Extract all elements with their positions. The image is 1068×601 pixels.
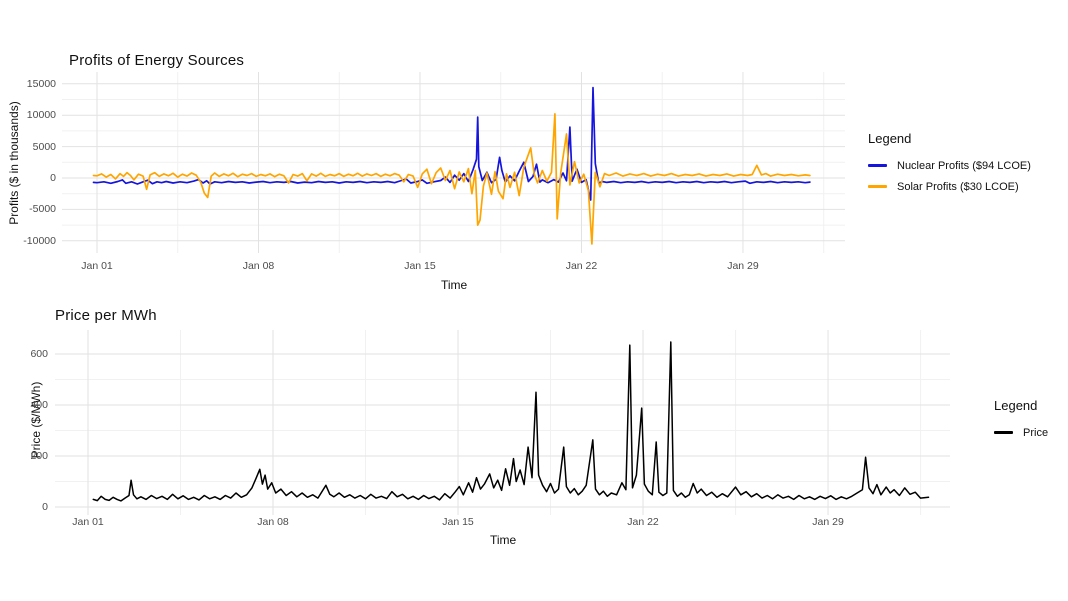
legend-item-solar-profits-30-lcoe: Solar Profits ($30 LCOE) bbox=[868, 176, 1031, 197]
price-x-axis-label: Time bbox=[490, 533, 517, 547]
legend-item-label: Nuclear Profits ($94 LCOE) bbox=[897, 159, 1031, 172]
x-tick-label: Jan 22 bbox=[627, 516, 659, 528]
y-tick-label: -10000 bbox=[23, 234, 56, 247]
legend-item-price: Price bbox=[994, 422, 1048, 443]
legend-swatch-price bbox=[994, 431, 1013, 434]
profits-chart-title: Profits of Energy Sources bbox=[69, 52, 245, 69]
legend-item-nuclear-profits-94-lcoe: Nuclear Profits ($94 LCOE) bbox=[868, 155, 1031, 176]
x-tick-label: Jan 29 bbox=[812, 516, 844, 528]
y-tick-label: 15000 bbox=[26, 77, 56, 90]
price-legend-title: Legend bbox=[994, 398, 1038, 413]
profits-legend: Legend Nuclear Profits ($94 LCOE) Solar P… bbox=[868, 131, 1031, 197]
legend-item-label: Price bbox=[1023, 426, 1049, 439]
y-tick-label: 10000 bbox=[26, 109, 56, 122]
y-tick-label: 200 bbox=[30, 450, 48, 462]
profits-legend-title: Legend bbox=[868, 131, 912, 146]
x-tick-label: Jan 29 bbox=[727, 260, 759, 272]
price-legend: Legend Price bbox=[994, 398, 1048, 443]
y-tick-label: -5000 bbox=[29, 203, 56, 216]
x-tick-label: Jan 01 bbox=[81, 260, 113, 272]
price-chart-title: Price per MWh bbox=[55, 307, 157, 324]
legend-swatch-nuclear-profits-94-lcoe bbox=[868, 164, 887, 167]
series-line-nuclear-profits-94-lcoe bbox=[92, 86, 811, 201]
x-tick-label: Jan 01 bbox=[72, 516, 104, 528]
legend-swatch-solar-profits-30-lcoe bbox=[868, 185, 887, 188]
y-tick-label: 400 bbox=[30, 399, 48, 411]
x-tick-label: Jan 15 bbox=[442, 516, 474, 528]
x-tick-label: Jan 08 bbox=[242, 260, 275, 272]
y-tick-label: 0 bbox=[50, 172, 56, 184]
series-line-solar-profits-30-lcoe bbox=[92, 113, 811, 245]
price-y-axis-label: Price ($/MWh) bbox=[29, 381, 43, 459]
x-tick-label: Jan 22 bbox=[565, 260, 598, 272]
legend-item-label: Solar Profits ($30 LCOE) bbox=[897, 180, 1019, 193]
series-line-price bbox=[92, 341, 930, 502]
y-tick-label: 600 bbox=[30, 348, 48, 360]
x-tick-label: Jan 15 bbox=[404, 260, 436, 272]
y-tick-label: 0 bbox=[42, 501, 48, 513]
profits-legend-items: Nuclear Profits ($94 LCOE) Solar Profits … bbox=[868, 155, 1031, 197]
x-tick-label: Jan 08 bbox=[257, 516, 289, 528]
y-tick-label: 5000 bbox=[32, 140, 56, 153]
price-legend-items: Price bbox=[994, 422, 1048, 443]
profits-x-axis-label: Time bbox=[441, 278, 468, 292]
